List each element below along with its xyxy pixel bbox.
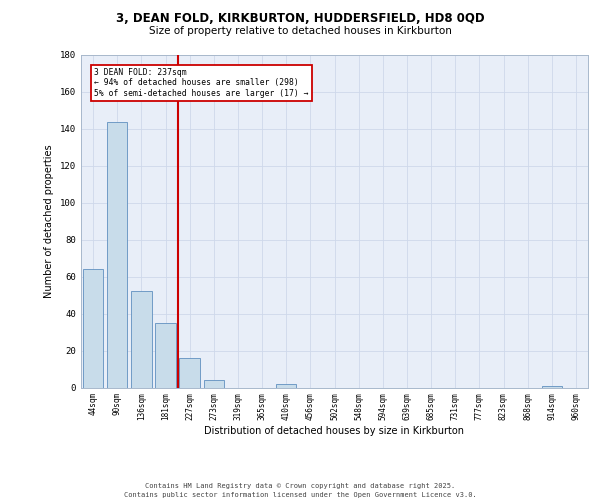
- Bar: [542, 386, 562, 388]
- X-axis label: Distribution of detached houses by size in Kirkburton: Distribution of detached houses by size …: [205, 426, 464, 436]
- Text: Size of property relative to detached houses in Kirkburton: Size of property relative to detached ho…: [149, 26, 451, 36]
- Bar: [131, 292, 152, 388]
- Bar: [155, 323, 176, 388]
- Text: Contains HM Land Registry data © Crown copyright and database right 2025.
Contai: Contains HM Land Registry data © Crown c…: [124, 483, 476, 498]
- Text: 3, DEAN FOLD, KIRKBURTON, HUDDERSFIELD, HD8 0QD: 3, DEAN FOLD, KIRKBURTON, HUDDERSFIELD, …: [116, 12, 484, 26]
- Bar: [83, 270, 103, 388]
- Bar: [179, 358, 200, 388]
- Y-axis label: Number of detached properties: Number of detached properties: [44, 144, 55, 298]
- Bar: [107, 122, 127, 388]
- Bar: [203, 380, 224, 388]
- Bar: [276, 384, 296, 388]
- Text: 3 DEAN FOLD: 237sqm
← 94% of detached houses are smaller (298)
5% of semi-detach: 3 DEAN FOLD: 237sqm ← 94% of detached ho…: [94, 68, 309, 98]
